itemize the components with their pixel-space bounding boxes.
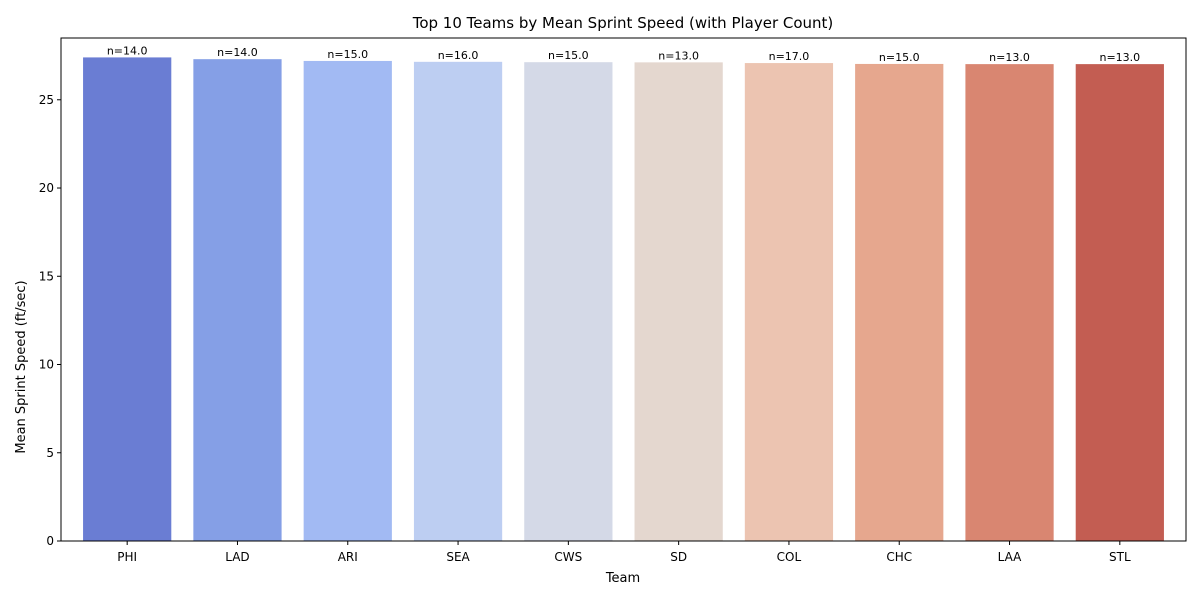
bar-cws — [524, 62, 613, 542]
bar-sea — [413, 61, 503, 541]
data-label-lad: n=14.0 — [217, 46, 258, 59]
x-tick-label-ari: ARI — [338, 550, 358, 564]
y-tick-label-10: 10 — [39, 358, 54, 372]
data-label-col: n=17.0 — [769, 50, 810, 63]
y-tick-label-25: 25 — [39, 93, 54, 107]
bar-stl — [1075, 64, 1164, 542]
bars-group — [83, 57, 1164, 542]
data-label-stl: n=13.0 — [1099, 51, 1140, 64]
data-label-chc: n=15.0 — [879, 51, 920, 64]
bar-laa — [965, 64, 1054, 542]
data-labels-group: n=14.0 n=14.0 n=15.0 n=16.0 n=15.0 n=13.0 n=17… — [107, 44, 1140, 64]
data-label-laa: n=13.0 — [989, 51, 1030, 64]
bar-phi — [83, 57, 172, 542]
bar-col — [744, 63, 834, 541]
y-axis: 0 5 10 15 20 25 — [39, 93, 61, 548]
x-axis-label: Team — [605, 571, 640, 586]
data-label-sea: n=16.0 — [438, 49, 479, 62]
bar-lad — [193, 59, 282, 541]
x-tick-label-phi: PHI — [117, 550, 137, 564]
y-tick-label-0: 0 — [46, 534, 54, 548]
bar-chc — [855, 63, 944, 541]
x-tick-label-col: COL — [777, 550, 802, 564]
data-label-ari: n=15.0 — [327, 48, 368, 61]
x-tick-label-stl: STL — [1109, 550, 1131, 564]
bar-sd — [634, 62, 723, 542]
bar-ari — [303, 60, 392, 542]
data-label-cws: n=15.0 — [548, 49, 589, 62]
x-tick-label-sd: SD — [670, 550, 687, 564]
y-tick-label-5: 5 — [46, 446, 54, 460]
x-tick-label-laa: LAA — [998, 550, 1023, 564]
data-label-sd: n=13.0 — [658, 49, 699, 62]
y-tick-label-15: 15 — [39, 269, 54, 283]
x-tick-label-chc: CHC — [886, 550, 912, 564]
y-tick-label-20: 20 — [39, 181, 54, 195]
x-axis: PHI LAD ARI SEA CWS SD COL CHC LAA STL — [117, 541, 1131, 564]
x-tick-label-lad: LAD — [225, 550, 249, 564]
plot-frame — [60, 37, 1187, 542]
data-label-phi: n=14.0 — [107, 44, 148, 57]
chart-title: Top 10 Teams by Mean Sprint Speed (with … — [412, 14, 834, 32]
x-tick-label-cws: CWS — [554, 550, 582, 564]
y-axis-label: Mean Sprint Speed (ft/sec) — [14, 280, 29, 453]
x-tick-label-sea: SEA — [446, 550, 470, 564]
